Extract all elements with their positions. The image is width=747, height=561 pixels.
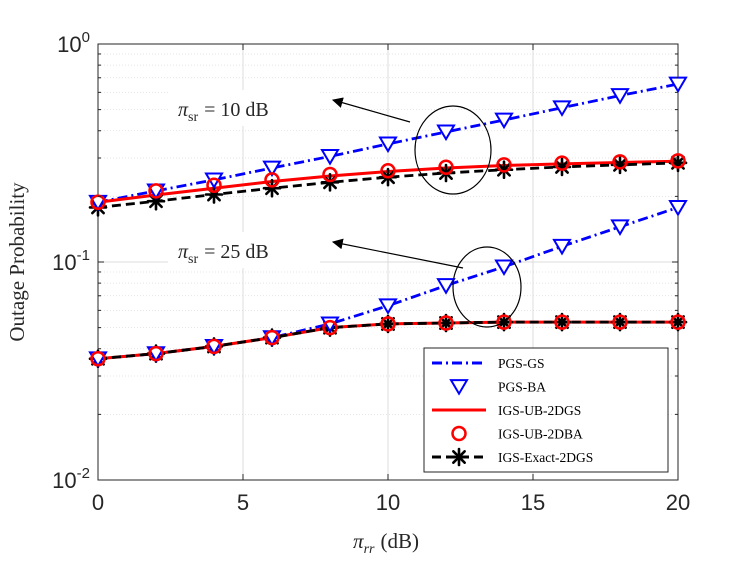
y-tick-base: 10 [57,32,81,57]
series-point-igs-ub-2dba-10db [322,166,338,183]
series-point-igs-ub-2dba-10db [438,159,454,176]
series-point-igs-ub-2dba-10db [380,163,396,179]
annotation-symbol: π [178,99,189,121]
annotation-subscript: sr [188,110,198,125]
annotation-arrow [331,97,411,123]
y-tick-base: 10 [52,250,76,275]
asterisk-stroke [555,159,569,174]
annotation-value: = 25 dB [204,241,269,263]
series-point-pgs-ba-10db [494,112,514,130]
asterisk-stroke [452,450,466,464]
series-layer [88,76,688,369]
asterisk-stroke [613,157,627,172]
y-tick-exponent: -2 [77,465,90,482]
legend-marker-igs-ub-2dba [451,425,467,442]
legend-marker-igs-exact-2dgs [449,447,469,467]
y-tick-base: 10 [52,468,76,493]
annotation-ellipse [414,105,492,195]
series-point-igs-ub-2dba-10db [264,172,280,188]
series-point-pgs-ba-10db [552,100,572,117]
y-tick-exponent: -1 [77,247,90,264]
annotation-value: = 10 dB [204,99,269,121]
series-point-igs-ub-2dba-10db [90,194,106,210]
series-point-igs-ub-2dba-10db [148,183,164,199]
series-point-pgs-ba-25db [320,316,340,334]
annotation-box [168,232,320,268]
annotation-label: πsr = 25 dB [178,241,269,267]
series-point-igs-ub-2dba-25db [264,329,280,346]
legend: PGS-GS PGS-BA IGS-UB-2DGS IGS-UB-2DBA IGS-Ex… [423,347,669,473]
series-point-pgs-ba-25db [668,200,688,217]
series-point-igs-ub-2dba-10db [670,153,686,169]
series-point-igs-ub-2dba-25db [206,338,222,355]
series-point-igs-ub-2dba-10db [206,177,222,193]
legend-label-igs-exact-2dgs: IGS-Exact-2DGS [498,450,593,465]
series-point-pgs-ba-25db [494,259,514,277]
x-axis-label-subscript: rr [364,542,375,557]
x-tick-label: 20 [666,490,690,515]
series-point-pgs-ba-25db [378,298,398,315]
asterisk-stroke [497,162,511,177]
annotation-subscript: sr [188,252,198,267]
series-point-igs-ub-2dba-25db [380,316,396,332]
x-tick-label: 0 [92,490,104,515]
legend-marker-pgs-ba [449,379,469,396]
series-point-pgs-ba-25db [552,238,572,256]
annotation-arrow [331,238,464,269]
series-point-igs-ub-2dba-25db [496,314,512,330]
y-tick-label: 10-2 [52,465,90,493]
legend-label-igs-ub-2dgs: IGS-UB-2DGS [498,403,581,418]
annotation-symbol: π [178,241,189,263]
series-point-pgs-ba-25db [436,278,456,295]
x-tick-label: 5 [237,490,249,515]
y-tick-exponent: 0 [82,29,90,46]
annotation-box [168,90,320,126]
series-point-igs-ub-2dba-25db [670,314,686,330]
x-axis-label: πrr (dB) [353,529,419,557]
x-axis-label-symbol: π [353,529,364,553]
legend-label-pgs-gs: PGS-GS [498,356,545,371]
series-point-igs-ub-2dba-25db [438,315,454,331]
series-point-pgs-ba-25db [610,219,630,236]
legend-label-pgs-ba: PGS-BA [498,380,546,395]
y-axis-label: Outage Probability [5,182,29,342]
series-point-pgs-ba-10db [262,160,282,178]
series-point-igs-ub-2dba-25db [554,314,570,330]
y-tick-label: 10-1 [52,247,90,275]
series-point-pgs-ba-10db [610,88,630,105]
series-point-pgs-ba-10db [378,136,398,154]
series-point-igs-ub-2dba-25db [612,314,628,330]
series-point-igs-exact-2dgs-10db [610,155,630,175]
annotation-label: πsr = 10 dB [178,99,269,125]
x-tick-label: 15 [521,490,545,515]
y-tick-label: 100 [57,29,90,57]
series-point-igs-ub-2dba-25db [322,319,338,336]
series-point-igs-ub-2dba-25db [148,345,164,362]
x-axis-label-unit: (dB) [380,529,419,553]
x-tick-label: 10 [376,490,400,515]
series-point-pgs-ba-10db [436,124,456,142]
series-point-igs-ub-2dba-10db [612,154,628,170]
series-point-igs-ub-2dba-10db [496,157,512,173]
annotation-ellipse [452,246,522,328]
series-point-igs-ub-2dba-25db [90,350,106,367]
series-point-pgs-ba-10db [320,149,340,166]
series-point-igs-ub-2dba-10db [554,155,570,171]
legend-label-igs-ub-2dba: IGS-UB-2DBA [498,427,583,442]
